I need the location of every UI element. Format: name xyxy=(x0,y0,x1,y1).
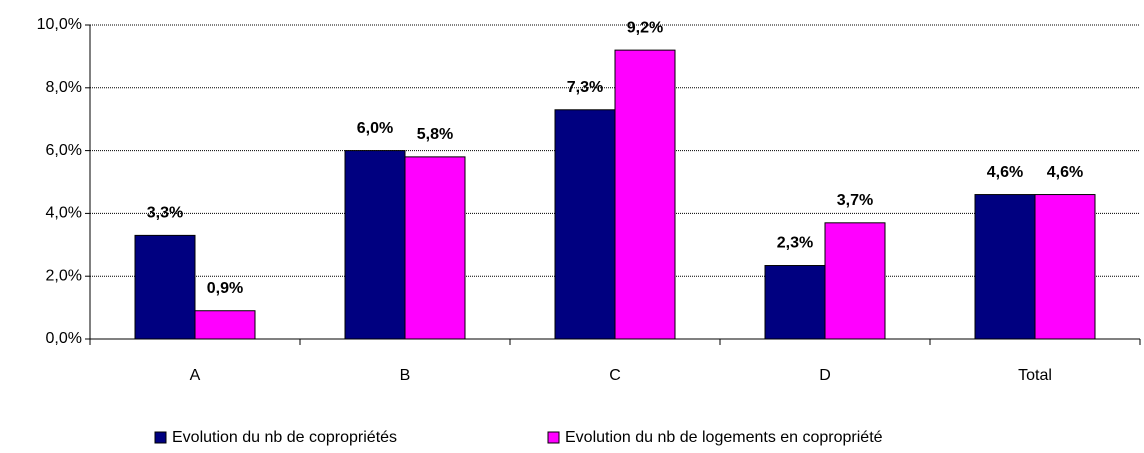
y-tick-label: 0,0% xyxy=(46,330,82,347)
bar xyxy=(764,265,826,340)
x-tick-label: A xyxy=(190,367,201,384)
bar xyxy=(554,109,616,340)
value-label: 7,3% xyxy=(567,79,603,96)
value-label: 4,6% xyxy=(1047,164,1083,181)
bar xyxy=(824,222,886,340)
y-tick-label: 6,0% xyxy=(46,142,82,159)
bar xyxy=(134,234,196,340)
value-label: 0,9% xyxy=(207,280,243,297)
y-tick-label: 10,0% xyxy=(37,16,82,33)
bar xyxy=(614,49,676,340)
legend-swatch xyxy=(547,431,560,444)
x-tick-label: D xyxy=(819,367,831,384)
legend-swatch xyxy=(154,431,167,444)
x-tick-label: Total xyxy=(1018,367,1052,384)
x-tick-label: C xyxy=(609,367,621,384)
legend-label: Evolution du nb de logements en copropri… xyxy=(565,429,883,446)
x-tick-label: B xyxy=(400,367,411,384)
value-label: 9,2% xyxy=(627,19,663,36)
value-label: 2,3% xyxy=(777,235,813,252)
value-label: 3,7% xyxy=(837,192,873,209)
value-label: 5,8% xyxy=(417,126,453,143)
bar xyxy=(974,194,1036,340)
bar xyxy=(404,156,466,340)
y-tick-label: 4,0% xyxy=(46,205,82,222)
value-label: 4,6% xyxy=(987,164,1023,181)
bar xyxy=(194,310,256,340)
y-tick-label: 8,0% xyxy=(46,79,82,96)
bar xyxy=(344,150,406,340)
legend-label: Evolution du nb de copropriétés xyxy=(172,429,397,446)
value-label: 3,3% xyxy=(147,205,183,222)
y-tick-label: 2,0% xyxy=(46,267,82,284)
value-label: 6,0% xyxy=(357,120,393,137)
bar xyxy=(1034,194,1096,340)
